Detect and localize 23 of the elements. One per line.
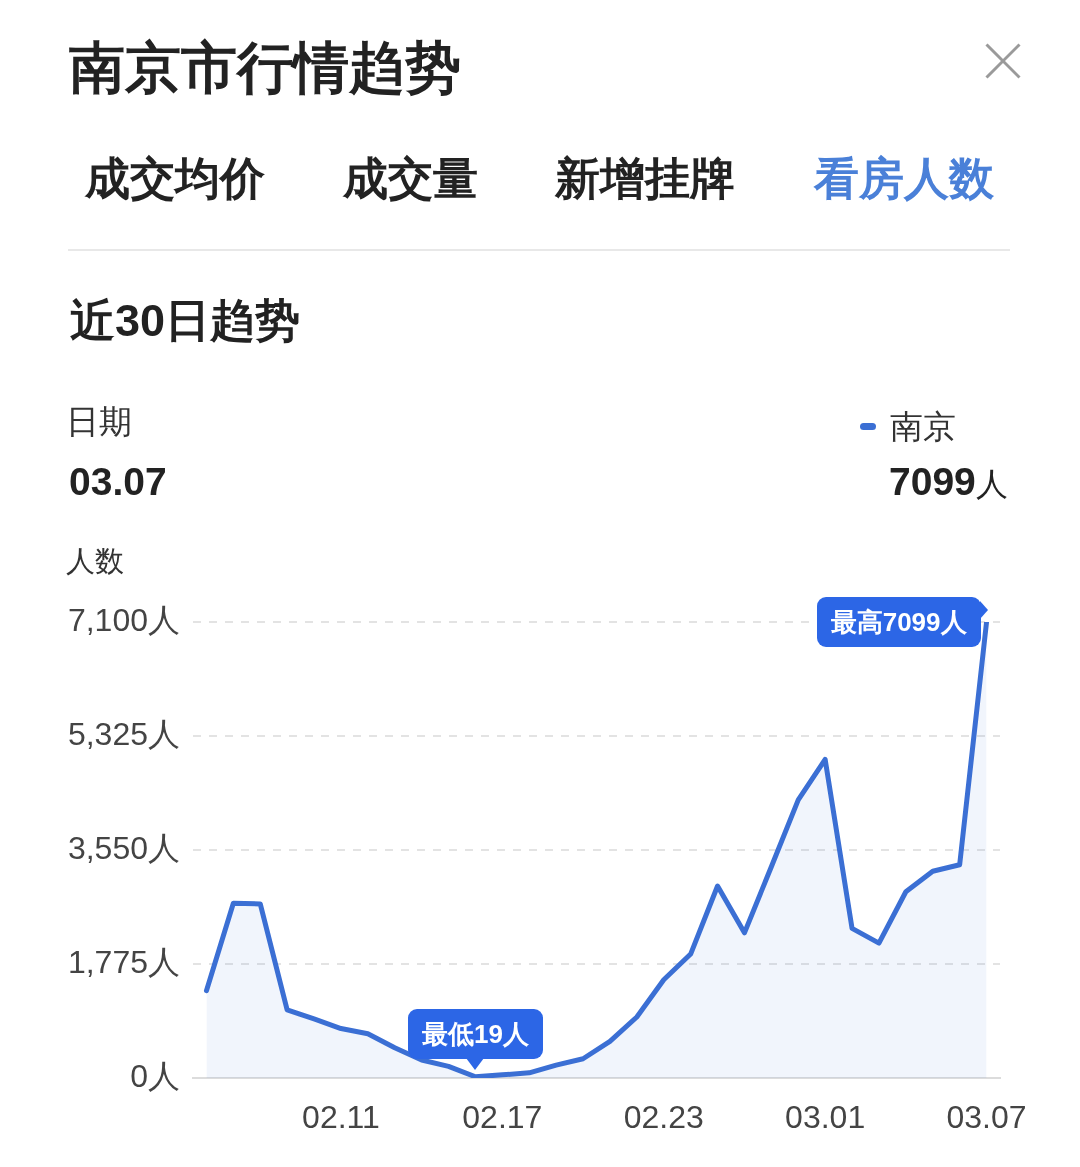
annotation: 最高7099人 [816, 597, 981, 648]
legend-label: 南京 [890, 408, 956, 446]
y-tick-label: 7,100人 [67, 601, 180, 638]
annotation: 最低19人 [407, 1008, 543, 1059]
text: 成交量 [343, 153, 478, 205]
text: 成交均价 [85, 153, 265, 205]
y-tick-label: 3,550人 [67, 829, 180, 866]
x-tick-label: 02.17 [462, 1099, 543, 1136]
text: 7099人 [889, 460, 1008, 503]
chart-title: 南京市行情趋势 [69, 36, 461, 101]
text: 03.07 [69, 460, 167, 505]
text: 新增挂牌 [555, 153, 735, 205]
x-tick-label: 03.01 [785, 1099, 866, 1136]
text: 看房人数 [814, 153, 994, 205]
y-tick-label: 1,775人 [67, 943, 180, 980]
chart-subtitle: 近30日趋势 [70, 295, 301, 347]
x-tick-label: 02.11 [302, 1099, 380, 1136]
x-tick-label: 02.23 [623, 1099, 704, 1136]
y-tick-label: 5,325人 [67, 715, 180, 752]
x-tick-label: 03.07 [946, 1099, 1027, 1136]
y-tick-label: 0人 [130, 1057, 180, 1094]
text: 日期 [66, 403, 132, 441]
y-axis-title: 人数 [66, 545, 124, 579]
